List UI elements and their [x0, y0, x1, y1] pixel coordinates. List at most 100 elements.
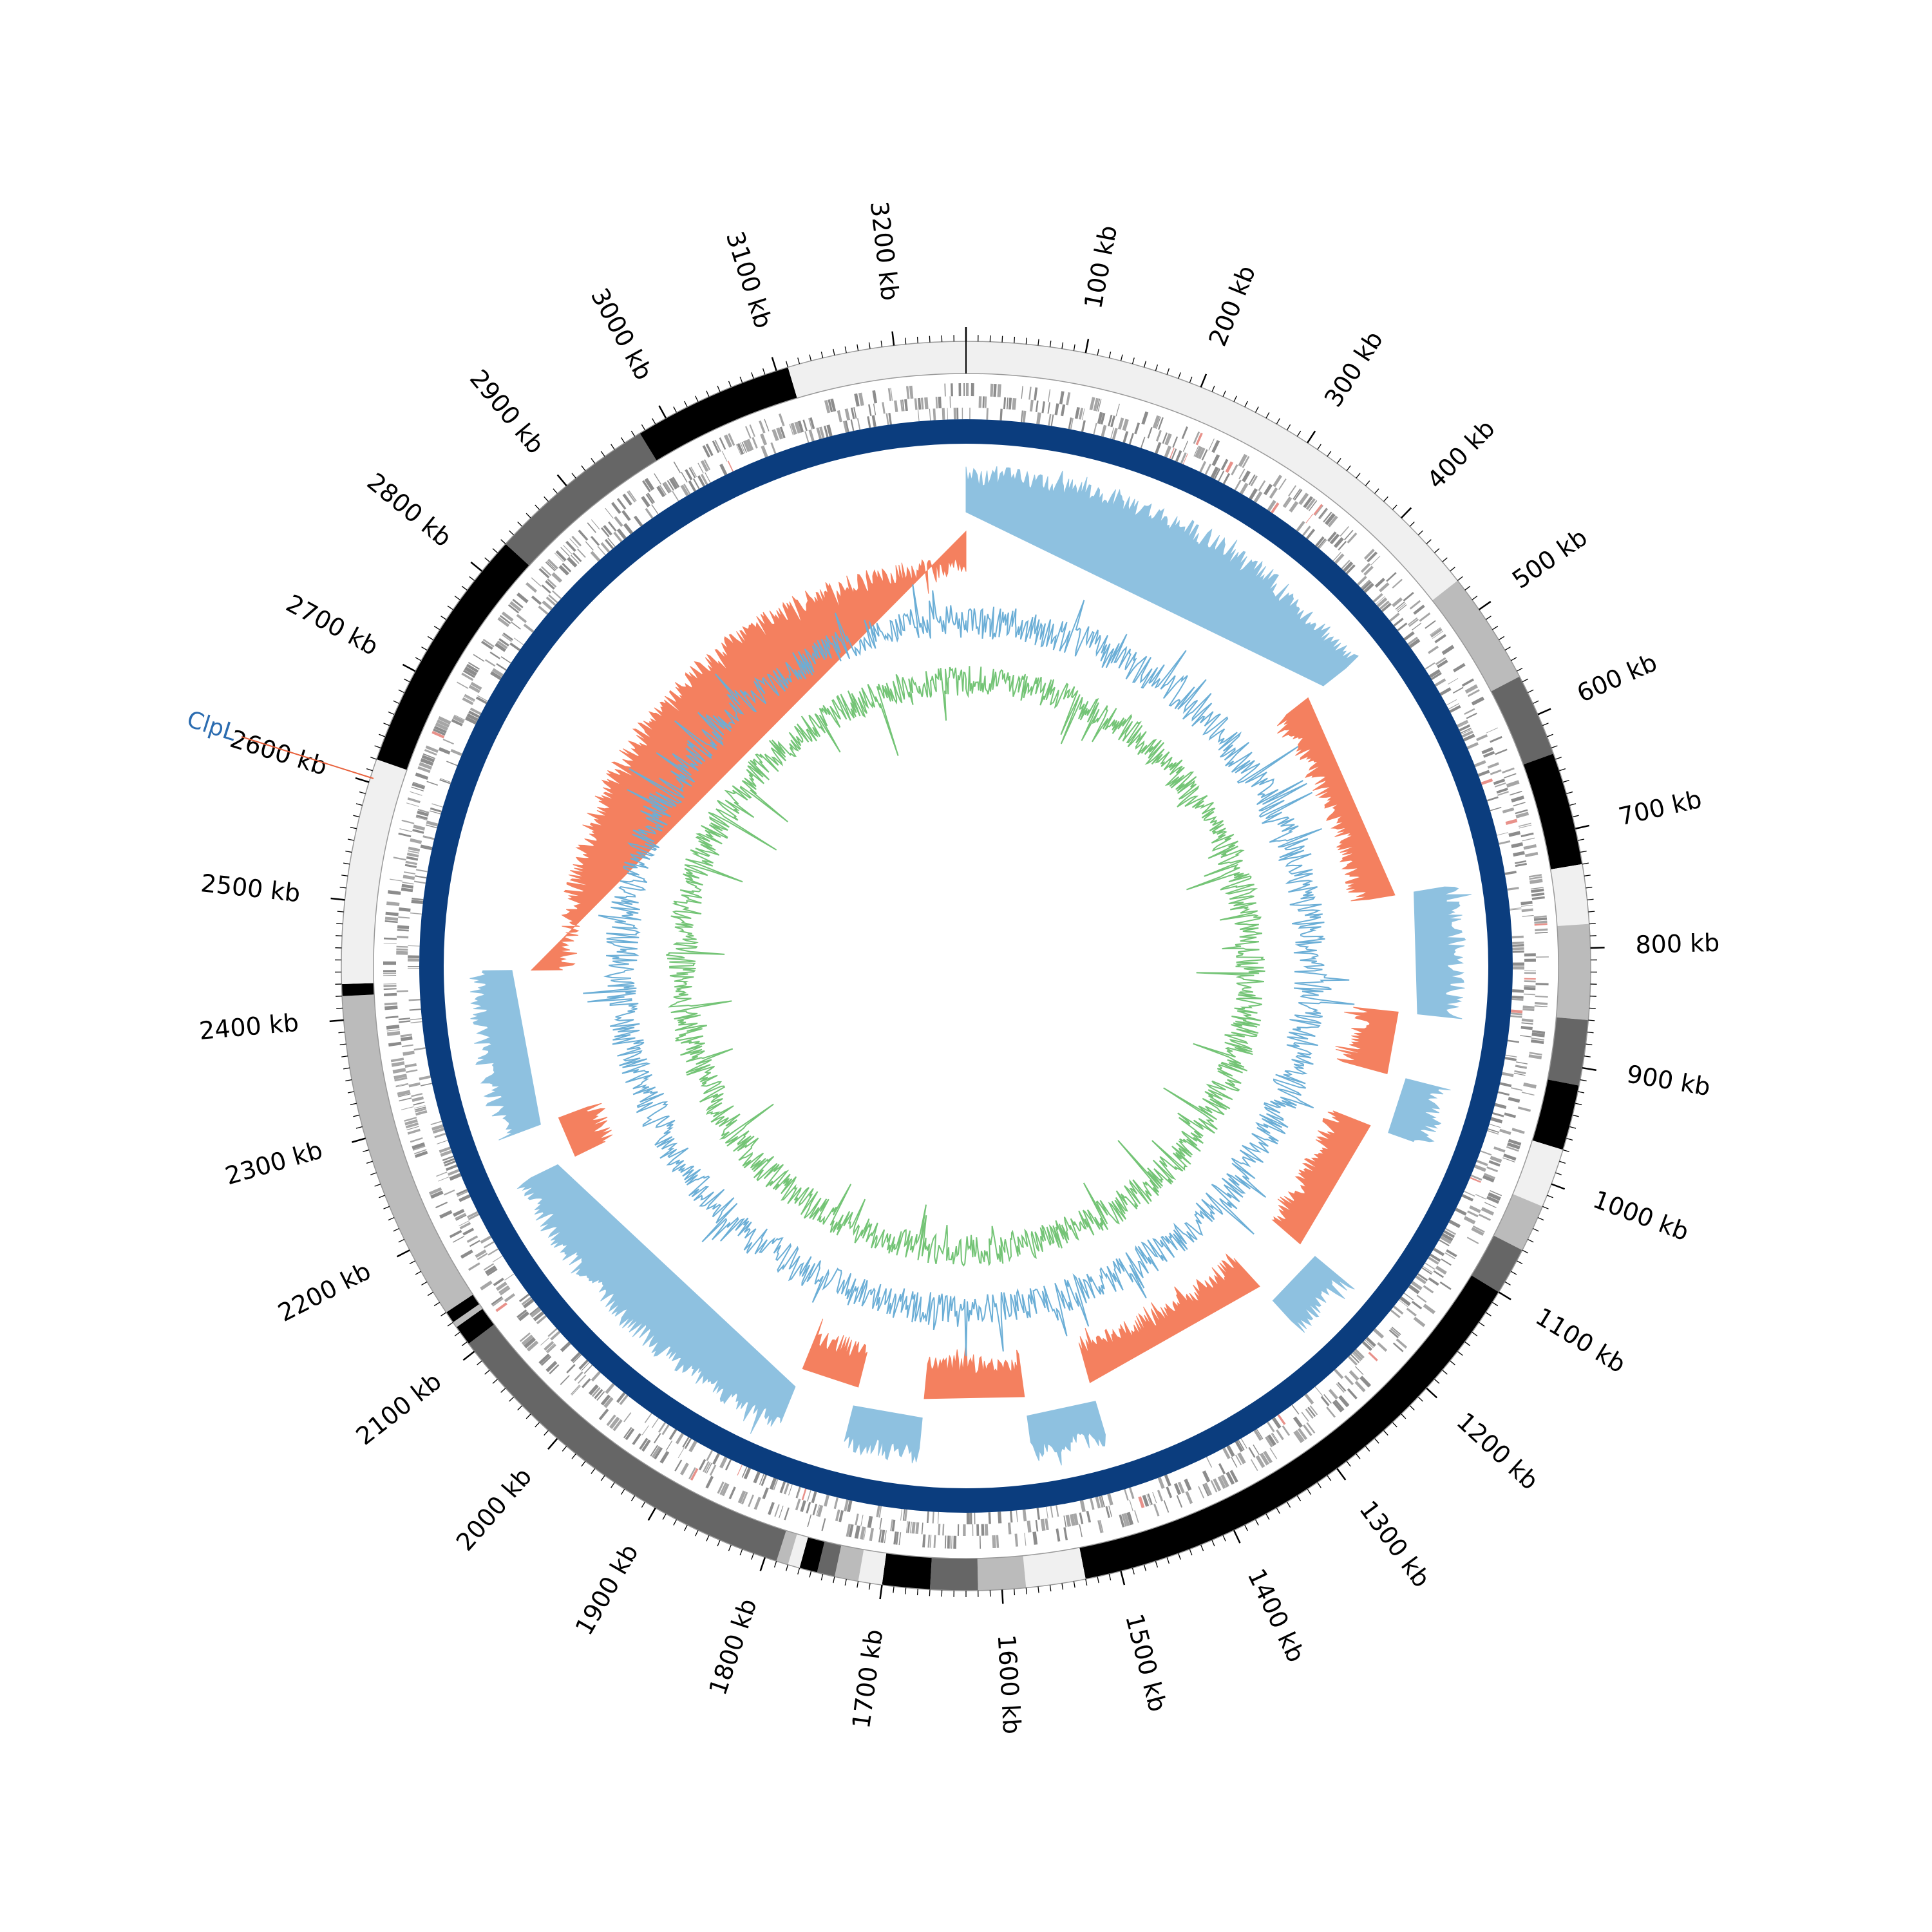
gene-feature	[1364, 1340, 1374, 1349]
gene-feature	[412, 829, 424, 834]
gene-feature	[397, 1090, 411, 1097]
gene-feature	[495, 643, 506, 652]
gene-feature	[772, 429, 779, 441]
gene-feature	[1220, 1474, 1229, 1488]
gene-feature	[663, 481, 672, 493]
gene-feature	[795, 1499, 801, 1511]
gene-feature	[398, 1018, 410, 1021]
gene-feature	[1445, 1227, 1456, 1235]
minor-tick	[1097, 348, 1099, 355]
gene-feature	[717, 1481, 724, 1494]
gene-feature	[1428, 1277, 1439, 1286]
gene-feature	[544, 1341, 554, 1351]
gene-feature	[485, 1265, 497, 1275]
gene-feature	[402, 1050, 415, 1056]
gene-feature	[384, 916, 399, 921]
gene-feature	[447, 1169, 460, 1176]
gene-feature	[421, 755, 435, 762]
gene-feature	[1066, 392, 1071, 406]
minor-tick	[383, 1206, 390, 1209]
gene-feature	[797, 421, 804, 433]
gene-feature	[434, 1133, 446, 1139]
gene-feature	[997, 384, 1000, 397]
minor-tick	[1108, 351, 1112, 358]
gene-feature	[408, 955, 420, 959]
gene-feature	[1505, 1054, 1517, 1058]
gene-feature	[426, 781, 438, 786]
minor-tick	[1442, 1369, 1448, 1375]
gene-feature	[562, 544, 573, 554]
minor-tick	[833, 1577, 835, 1584]
gene-feature	[688, 480, 697, 492]
gene-feature	[467, 1211, 478, 1218]
gene-feature	[1466, 712, 1477, 719]
gene-feature	[1392, 1342, 1404, 1352]
gene-feature	[1184, 1479, 1192, 1491]
gene-feature	[461, 672, 474, 681]
gene-feature	[1234, 479, 1242, 491]
gene-feature	[417, 810, 429, 817]
gene-feature	[921, 1522, 923, 1535]
gene-feature	[1194, 446, 1203, 459]
gene-feature	[869, 1528, 875, 1542]
minor-tick	[1383, 496, 1388, 502]
karyotype-band	[1023, 1547, 1086, 1588]
gene-feature	[1271, 1433, 1278, 1444]
minor-tick	[1155, 1561, 1159, 1567]
gene-feature	[1428, 645, 1439, 654]
minor-tick	[673, 1519, 677, 1526]
minor-tick	[403, 678, 410, 683]
gene-feature	[998, 1511, 1002, 1524]
gene-feature	[412, 1142, 426, 1150]
gene-feature	[1393, 618, 1404, 627]
gene-feature	[1253, 491, 1263, 503]
karyotype-band	[966, 341, 1458, 601]
gene-feature	[413, 1101, 425, 1106]
gene-feature	[1411, 1300, 1423, 1310]
gene-feature	[1264, 484, 1273, 496]
gene-feature	[1522, 1005, 1535, 1009]
gene-feature	[420, 758, 434, 766]
gene-feature	[1471, 696, 1485, 706]
minor-tick	[1365, 480, 1370, 486]
minor-tick	[1409, 521, 1415, 527]
gene-feature	[1152, 415, 1160, 429]
gene-feature	[845, 421, 849, 433]
gene-feature	[1068, 417, 1072, 430]
gene-feature	[625, 1428, 635, 1441]
gene-feature	[1495, 748, 1508, 755]
gene-feature	[1511, 795, 1524, 803]
minor-tick	[1551, 745, 1558, 749]
gene-feature	[947, 1535, 950, 1549]
gene-feature	[483, 1263, 495, 1271]
gene-feature	[804, 431, 810, 443]
gene-feature	[1222, 473, 1231, 484]
gene-feature	[1533, 915, 1547, 918]
minor-tick	[353, 1114, 360, 1117]
gene-feature	[1490, 806, 1502, 811]
minor-tick	[1584, 1056, 1591, 1057]
gene-feature	[961, 408, 963, 420]
minor-tick	[1025, 1587, 1027, 1595]
gene-feature	[1514, 860, 1527, 864]
gene-feature	[1467, 689, 1480, 697]
minor-tick	[797, 1567, 800, 1575]
gene-feature	[450, 748, 462, 756]
gene-feature	[1181, 426, 1188, 439]
gene-feature	[386, 901, 400, 907]
gene-feature	[547, 578, 557, 588]
gene-feature	[1122, 431, 1129, 443]
tick-label: 500 kb	[1507, 523, 1592, 594]
gene-feature	[430, 1190, 444, 1199]
gene-feature	[737, 1464, 743, 1476]
gene-feature	[902, 399, 905, 412]
gene-feature	[1517, 1106, 1531, 1112]
minor-tick	[1457, 1350, 1463, 1356]
gene-feature	[668, 477, 678, 489]
gene-feature	[426, 820, 439, 827]
gene-feature	[1305, 513, 1314, 524]
minor-tick	[1336, 458, 1341, 464]
gene-feature	[1099, 1495, 1104, 1508]
gene-feature	[419, 762, 432, 770]
gene-feature	[1440, 1235, 1452, 1244]
